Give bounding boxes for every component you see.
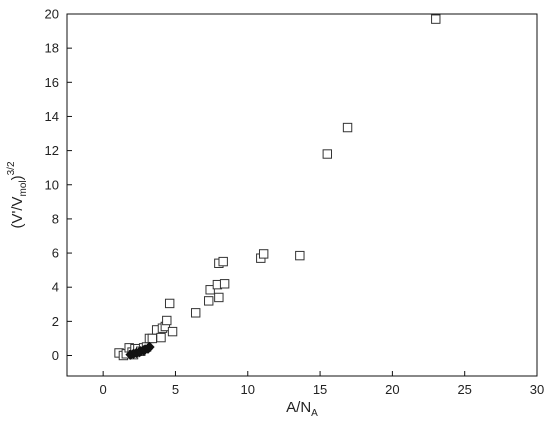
x-tick-label: 20 <box>385 382 399 397</box>
x-tick-label: 5 <box>172 382 179 397</box>
y-axis-title-superscript: 3/2 <box>6 161 17 175</box>
y-axis-title-subscript: mol <box>18 180 29 196</box>
y-tick-label: 0 <box>52 348 59 363</box>
y-axis-ticks: 0 2 4 6 8 10 12 14 16 18 20 <box>45 7 72 363</box>
data-point-square <box>322 149 333 159</box>
series-2 <box>125 341 155 360</box>
y-tick-label: 2 <box>52 314 59 329</box>
y-tick-label: 16 <box>45 75 59 90</box>
y-tick-label: 20 <box>45 7 59 22</box>
data-point-square <box>204 296 214 306</box>
data-point-square <box>156 332 166 343</box>
data-point-square <box>218 256 228 267</box>
series-1 <box>114 14 441 361</box>
x-tick-label: 30 <box>530 382 544 397</box>
y-tick-label: 14 <box>45 109 59 124</box>
x-tick-label: 10 <box>241 382 255 397</box>
x-axis-title-subscript: A <box>311 408 318 419</box>
x-axis-ticks: 0 5 10 15 20 25 30 <box>100 371 544 397</box>
data-point-square <box>258 249 269 259</box>
data-point-square <box>191 308 201 318</box>
y-axis-title-close: ) <box>9 175 26 180</box>
data-point-square <box>214 292 224 303</box>
data-point-square <box>431 14 441 24</box>
y-tick-label: 6 <box>52 246 59 261</box>
data-point-square <box>219 279 230 289</box>
x-tick-label: 0 <box>100 382 107 397</box>
y-axis-title: (V'/Vmol)3/2 <box>6 161 29 229</box>
data-point-square <box>342 122 353 133</box>
data-point-square <box>295 250 305 261</box>
y-tick-label: 4 <box>52 280 59 295</box>
y-tick-label: 12 <box>45 143 59 158</box>
data-point-square <box>205 285 215 295</box>
data-point-square <box>162 315 172 326</box>
plot-frame <box>66 13 538 377</box>
y-tick-label: 18 <box>45 41 59 56</box>
y-axis-title-open: (V'/V <box>9 196 26 228</box>
x-axis-title-base: A/N <box>286 399 311 416</box>
data-point-diamond <box>144 341 155 353</box>
y-tick-label: 8 <box>52 211 59 226</box>
y-tick-label: 10 <box>45 177 59 192</box>
data-point-square <box>167 326 178 337</box>
x-tick-label: 15 <box>313 382 327 397</box>
x-tick-label: 25 <box>457 382 471 397</box>
data-point-square <box>164 298 175 309</box>
x-axis-title: A/NA <box>286 399 318 419</box>
data-series-layer <box>114 14 441 361</box>
data-point-square <box>147 333 158 344</box>
